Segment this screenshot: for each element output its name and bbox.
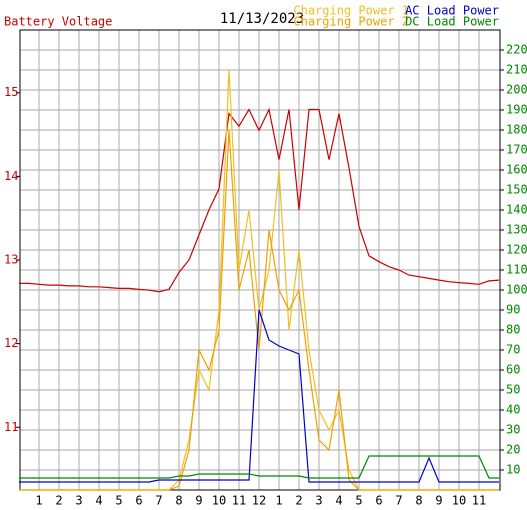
y-tick-label: 15 bbox=[4, 85, 18, 99]
x-tick-label: 8 bbox=[415, 494, 422, 508]
y2-tick-label: 140 bbox=[506, 203, 527, 217]
y2-tick-label: 120 bbox=[506, 243, 527, 257]
series-line bbox=[19, 129, 499, 491]
y2-tick-label: 20 bbox=[506, 443, 520, 457]
y2-tick-label: 10 bbox=[506, 463, 520, 477]
y2-tick-label: 210 bbox=[506, 63, 527, 77]
y2-tick-label: 180 bbox=[506, 123, 527, 137]
series-line bbox=[19, 309, 499, 483]
y2-tick-label: 220 bbox=[506, 43, 527, 57]
y2-tick-label: 40 bbox=[506, 403, 520, 417]
y2-tick-label: 170 bbox=[506, 143, 527, 157]
chart-title: 11/13/2023 bbox=[220, 11, 304, 27]
x-tick-label: 5 bbox=[355, 494, 362, 508]
y2-tick-label: 100 bbox=[506, 283, 527, 297]
x-tick-label: 3 bbox=[75, 494, 82, 508]
x-tick-label: 7 bbox=[155, 494, 162, 508]
x-tick-label: 8 bbox=[175, 494, 182, 508]
x-tick-label: 2 bbox=[55, 494, 62, 508]
y2-tick-label: 110 bbox=[506, 263, 527, 277]
legend-entry: AC Load Power bbox=[405, 4, 499, 18]
x-tick-label: 9 bbox=[195, 494, 202, 508]
legend-entry: Charging Power 1 bbox=[293, 4, 409, 18]
y2-tick-label: 80 bbox=[506, 323, 520, 337]
legend-entry: Charging Power 2 bbox=[293, 15, 409, 29]
y2-tick-label: 50 bbox=[506, 383, 520, 397]
y2-tick-label: 60 bbox=[506, 363, 520, 377]
series-line bbox=[19, 455, 499, 479]
y2-tick-label: 70 bbox=[506, 343, 520, 357]
y-tick-label: 14 bbox=[4, 169, 18, 183]
x-tick-label: 4 bbox=[95, 494, 102, 508]
x-tick-label: 11 bbox=[472, 494, 486, 508]
y-tick-label: 13 bbox=[4, 253, 18, 267]
plot-frame bbox=[19, 29, 501, 491]
series-line bbox=[19, 107, 500, 293]
y2-tick-label: 150 bbox=[506, 183, 527, 197]
y2-tick-label: 200 bbox=[506, 83, 527, 97]
y-tick-label: 12 bbox=[4, 336, 18, 350]
y2-tick-label: 160 bbox=[506, 163, 527, 177]
x-tick-label: 4 bbox=[335, 494, 342, 508]
y2-tick-label: 90 bbox=[506, 303, 520, 317]
legend-entry: DC Load Power bbox=[405, 15, 499, 29]
x-tick-label: 1 bbox=[275, 494, 282, 508]
x-tick-label: 6 bbox=[135, 494, 142, 508]
y2-tick-label: 130 bbox=[506, 223, 527, 237]
x-tick-label: 11 bbox=[232, 494, 246, 508]
x-tick-label: 7 bbox=[395, 494, 402, 508]
y-tick-label: 11 bbox=[4, 420, 18, 434]
x-tick-label: 9 bbox=[435, 494, 442, 508]
x-tick-label: 10 bbox=[452, 494, 466, 508]
x-tick-label: 12 bbox=[252, 494, 266, 508]
x-tick-label: 5 bbox=[115, 494, 122, 508]
x-tick-label: 1 bbox=[35, 494, 42, 508]
x-tick-label: 6 bbox=[375, 494, 382, 508]
x-tick-label: 10 bbox=[212, 494, 226, 508]
y2-tick-label: 190 bbox=[506, 103, 527, 117]
x-tick-label: 3 bbox=[315, 494, 322, 508]
legend-entry: Battery Voltage bbox=[4, 15, 112, 29]
plot-area bbox=[20, 30, 500, 490]
x-tick-label: 2 bbox=[295, 494, 302, 508]
y2-tick-label: 30 bbox=[506, 423, 520, 437]
